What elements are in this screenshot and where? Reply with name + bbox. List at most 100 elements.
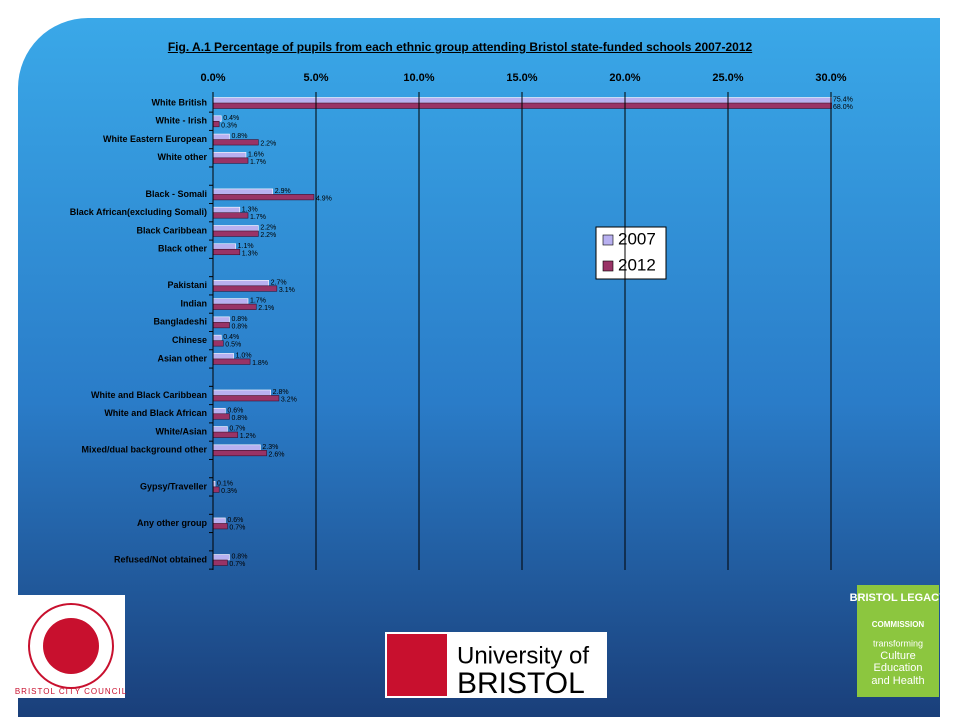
data-label: 0.6% [227, 407, 243, 414]
legacy-sub: COMMISSION [872, 620, 925, 629]
bar [213, 358, 251, 365]
data-label: 0.3% [221, 488, 237, 495]
data-label: 1.8% [252, 360, 268, 367]
legacy-title: BRISTOL LEGACY [850, 592, 947, 604]
bar [213, 152, 247, 159]
data-label: 2.3% [262, 444, 278, 451]
bar [213, 334, 222, 341]
bar [213, 120, 220, 128]
university-line1: University of [457, 642, 589, 669]
legacy-line: Culture [880, 650, 915, 662]
y-tick-label: White and Black Caribbean [91, 390, 207, 400]
bar [213, 230, 259, 237]
data-label: 0.8% [231, 323, 247, 330]
data-label: 0.5% [225, 342, 241, 349]
data-label: 1.2% [240, 433, 256, 440]
bar [213, 486, 220, 493]
y-tick-label: White other [158, 152, 208, 162]
y-tick-label: Gypsy/Traveller [140, 481, 208, 491]
bar [213, 212, 249, 219]
data-label: 1.6% [248, 151, 264, 158]
data-label: 1.1% [238, 243, 254, 250]
x-tick-label: 20.0% [609, 72, 640, 84]
data-label: 1.3% [242, 250, 258, 257]
bar [213, 243, 236, 250]
data-label: 1.0% [236, 353, 252, 360]
data-label: 2.2% [260, 225, 276, 232]
bar [213, 285, 278, 292]
bar [213, 133, 230, 140]
bar [213, 248, 241, 256]
bar [213, 395, 280, 402]
bar-layer [213, 97, 832, 566]
x-tick-label: 10.0% [403, 72, 434, 84]
bar [213, 157, 249, 164]
data-label: 0.4% [223, 115, 239, 122]
y-tick-label: White British [152, 97, 208, 107]
y-tick-label: Mixed/dual background other [81, 445, 207, 455]
council-ring [28, 603, 114, 689]
bar [213, 188, 274, 195]
data-label: 68.0% [833, 104, 853, 111]
data-label: 0.8% [231, 316, 247, 323]
data-label: 2.6% [269, 451, 285, 458]
bar [213, 426, 228, 433]
data-label: 0.7% [229, 426, 245, 433]
data-label: 0.6% [227, 517, 243, 524]
y-tick-label: White and Black African [104, 408, 207, 418]
y-tick-label: Bangladeshi [153, 317, 207, 327]
bar [213, 115, 222, 122]
bar [213, 444, 261, 451]
y-tick-label: Black African(excluding Somali) [70, 207, 207, 217]
university-line2: BRISTOL [457, 667, 585, 700]
data-label: 2.2% [260, 232, 276, 239]
legacy-line: transforming [873, 638, 923, 648]
data-label: 0.8% [231, 415, 247, 422]
y-tick-label: Black - Somali [145, 189, 207, 199]
y-tick-label: Asian other [157, 353, 207, 363]
y-tick-label: Indian [181, 298, 208, 308]
bar [213, 554, 230, 561]
bar [213, 523, 228, 530]
bar [213, 407, 226, 415]
bar [213, 322, 230, 329]
data-label: 2.8% [273, 389, 289, 396]
bar [213, 298, 249, 305]
data-label: 2.1% [258, 305, 274, 312]
data-label: 1.7% [250, 214, 266, 221]
data-label: 75.4% [833, 97, 853, 104]
bar [213, 206, 241, 213]
y-tick-label: Black Caribbean [136, 225, 207, 235]
y-tick-label: Refused/Not obtained [114, 554, 207, 564]
legacy-line: Education [874, 662, 923, 674]
legend-label: 2007 [618, 229, 656, 248]
legacy-line: and Health [871, 675, 924, 687]
x-tick-label: 5.0% [303, 72, 328, 84]
y-tick-label: White Eastern European [103, 134, 207, 144]
data-label: 0.4% [223, 334, 239, 341]
y-tick-label: White/Asian [155, 426, 207, 436]
legend-label: 2012 [618, 255, 656, 274]
legend-swatch [602, 234, 614, 246]
university-shield [387, 634, 447, 696]
council-text: BRISTOL CITY COUNCIL [15, 687, 127, 696]
data-label: 1.7% [250, 298, 266, 305]
bar [213, 450, 267, 457]
bar [213, 194, 315, 201]
x-tick-label: 0.0% [200, 72, 225, 84]
chart-title: Fig. A.1 Percentage of pupils from each … [167, 40, 753, 54]
council-emblem [43, 618, 99, 674]
x-tick-label: 25.0% [712, 72, 743, 84]
y-tick-label: Pakistani [167, 280, 207, 290]
bar [213, 431, 239, 438]
bar [213, 517, 226, 524]
data-label: 0.8% [231, 554, 247, 561]
data-label: 0.3% [221, 122, 237, 129]
legacy-logo-bg [857, 585, 939, 697]
y-tick-label: Chinese [172, 335, 207, 345]
data-label: 3.1% [279, 287, 295, 294]
bar [213, 139, 259, 146]
bar [213, 303, 257, 310]
slide-background [18, 18, 940, 717]
